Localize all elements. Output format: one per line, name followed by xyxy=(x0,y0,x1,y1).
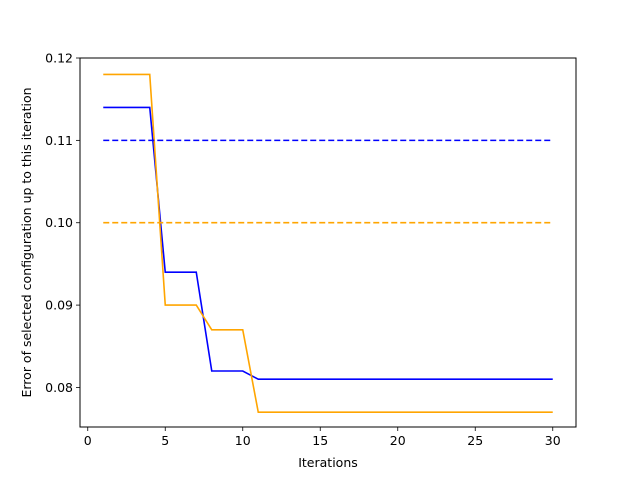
y-tick-label: 0.12 xyxy=(45,51,73,66)
y-axis-label: Error of selected configuration up to th… xyxy=(19,87,34,397)
y-tick-label: 0.10 xyxy=(45,215,73,230)
x-tick-label: 5 xyxy=(161,433,169,448)
y-tick-label: 0.11 xyxy=(45,133,73,148)
x-axis-ticks: 0 5 10 15 20 25 30 xyxy=(84,427,561,448)
series-line-1 xyxy=(103,106,553,381)
y-tick-label: 0.09 xyxy=(45,298,73,313)
x-tick-label: 30 xyxy=(545,433,561,448)
series-line-2 xyxy=(103,73,553,413)
y-axis-ticks: 0.08 0.09 0.10 0.11 0.12 xyxy=(45,51,80,395)
series-layer xyxy=(103,73,553,413)
x-tick-label: 15 xyxy=(312,433,328,448)
x-tick-label: 20 xyxy=(390,433,406,448)
plot-frame xyxy=(79,57,577,428)
x-tick-label: 25 xyxy=(467,433,483,448)
x-tick-label: 10 xyxy=(235,433,251,448)
x-axis-label: Iterations xyxy=(298,455,358,470)
y-tick-label: 0.08 xyxy=(45,380,73,395)
x-tick-label: 0 xyxy=(84,433,92,448)
